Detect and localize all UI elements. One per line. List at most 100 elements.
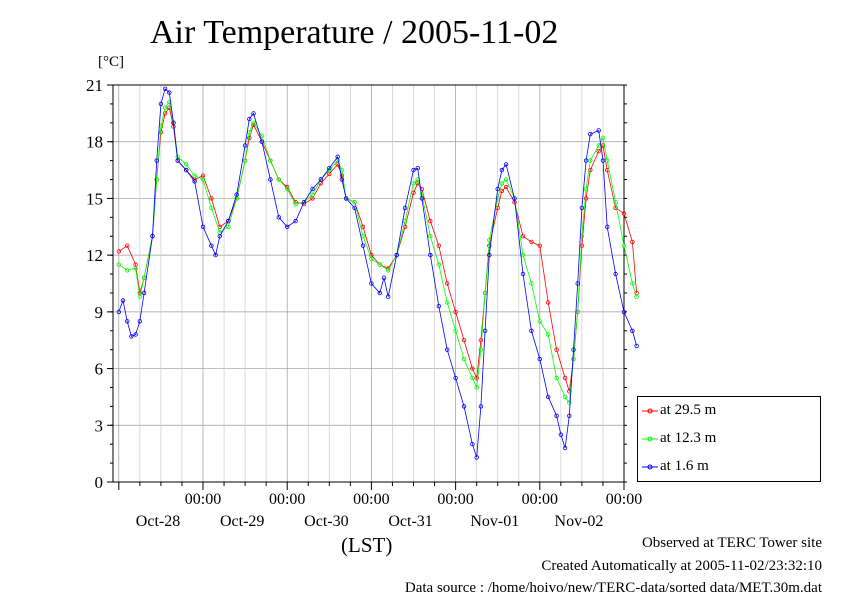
data-point <box>318 177 324 182</box>
data-point <box>339 177 345 182</box>
data-point <box>503 162 509 167</box>
y-axis-unit: [°C] <box>98 54 124 70</box>
data-point <box>141 290 147 296</box>
data-point <box>226 218 231 224</box>
x-tick-time: 00:00 <box>522 491 558 508</box>
data-point <box>247 135 252 141</box>
data-point <box>503 177 509 182</box>
legend-item-1-6m: at 1.6 m <box>638 453 818 481</box>
data-point <box>461 356 467 362</box>
data-point <box>453 375 458 381</box>
data-point <box>377 290 382 296</box>
data-point <box>499 181 505 186</box>
data-point <box>546 332 551 337</box>
footer-source: Data source : /home/hoivo/new/TERC-data/… <box>404 580 822 596</box>
data-point <box>537 319 542 324</box>
data-point <box>213 252 218 258</box>
x-tick-time: 00:00 <box>437 491 473 508</box>
data-point <box>162 105 168 110</box>
data-point <box>268 177 273 182</box>
x-tick-time: 00:00 <box>353 491 389 508</box>
data-point <box>436 304 441 309</box>
data-point <box>116 262 121 267</box>
data-point <box>335 154 340 159</box>
data-point <box>495 196 500 201</box>
data-point <box>546 300 551 305</box>
data-point <box>167 90 172 95</box>
x-tick-date: Oct-31 <box>388 513 432 530</box>
data-point <box>445 347 450 352</box>
data-point <box>360 243 366 248</box>
data-point <box>478 338 484 343</box>
data-point <box>583 196 589 201</box>
chart-title: Air Temperature / 2005-11-02 <box>150 14 559 51</box>
x-axis: 00:00 Oct-28 00:00 Oct-29 00:00 Oct-30 00:00 Oc… <box>118 482 642 530</box>
data-point <box>596 148 601 154</box>
data-point <box>369 281 374 286</box>
data-point <box>621 243 627 248</box>
y-tick-label: 18 <box>86 133 103 152</box>
data-point <box>474 455 479 460</box>
data-point <box>167 99 172 105</box>
data-point <box>192 179 197 184</box>
data-point <box>529 281 534 286</box>
data-point <box>251 120 256 125</box>
data-point <box>381 275 387 280</box>
data-point <box>154 177 159 182</box>
data-point <box>630 239 635 245</box>
data-point <box>293 201 298 207</box>
data-point <box>124 268 130 273</box>
series-line <box>118 106 637 392</box>
series-line <box>118 101 637 404</box>
data-point <box>402 218 408 224</box>
data-point <box>453 309 458 315</box>
data-point <box>124 319 130 324</box>
data-point <box>621 309 627 315</box>
plot-frame <box>112 84 625 483</box>
data-point <box>209 205 214 211</box>
data-point <box>293 218 298 224</box>
x-tick-date: Nov-02 <box>555 513 604 530</box>
footer-observed: Observed at TERC Tower site <box>641 535 822 551</box>
data-point <box>613 199 618 205</box>
series-layer <box>116 86 639 460</box>
data-point <box>276 215 281 220</box>
data-point <box>120 298 126 303</box>
data-point <box>600 135 606 141</box>
data-point <box>478 404 484 409</box>
data-point <box>285 224 290 229</box>
data-point <box>567 413 572 418</box>
data-point <box>575 281 580 286</box>
data-point <box>436 262 441 267</box>
data-point <box>141 275 147 280</box>
data-point <box>162 86 168 91</box>
data-point <box>567 400 572 405</box>
legend-marker-red <box>642 408 658 414</box>
data-point <box>588 158 593 163</box>
data-point <box>352 199 357 205</box>
data-point <box>554 347 559 352</box>
data-point <box>386 294 391 299</box>
data-point <box>116 309 121 315</box>
series-1 <box>116 99 639 405</box>
data-point <box>512 196 517 201</box>
data-point <box>352 205 357 211</box>
data-point <box>428 252 433 258</box>
data-point <box>529 328 534 333</box>
data-point <box>251 111 256 116</box>
legend-label: at 29.5 m <box>660 402 717 418</box>
data-point <box>562 375 568 381</box>
y-tick-label: 12 <box>86 246 103 265</box>
data-point <box>600 158 606 163</box>
legend-item-29-5m: at 29.5 m <box>638 397 818 425</box>
y-tick-label: 3 <box>95 416 104 435</box>
data-point <box>247 116 252 122</box>
data-point <box>445 281 450 286</box>
data-point <box>461 338 467 343</box>
data-point <box>571 356 576 362</box>
data-point <box>583 158 589 163</box>
series-2 <box>116 86 639 460</box>
x-tick-date: Nov-01 <box>470 513 519 530</box>
data-point <box>369 256 374 262</box>
